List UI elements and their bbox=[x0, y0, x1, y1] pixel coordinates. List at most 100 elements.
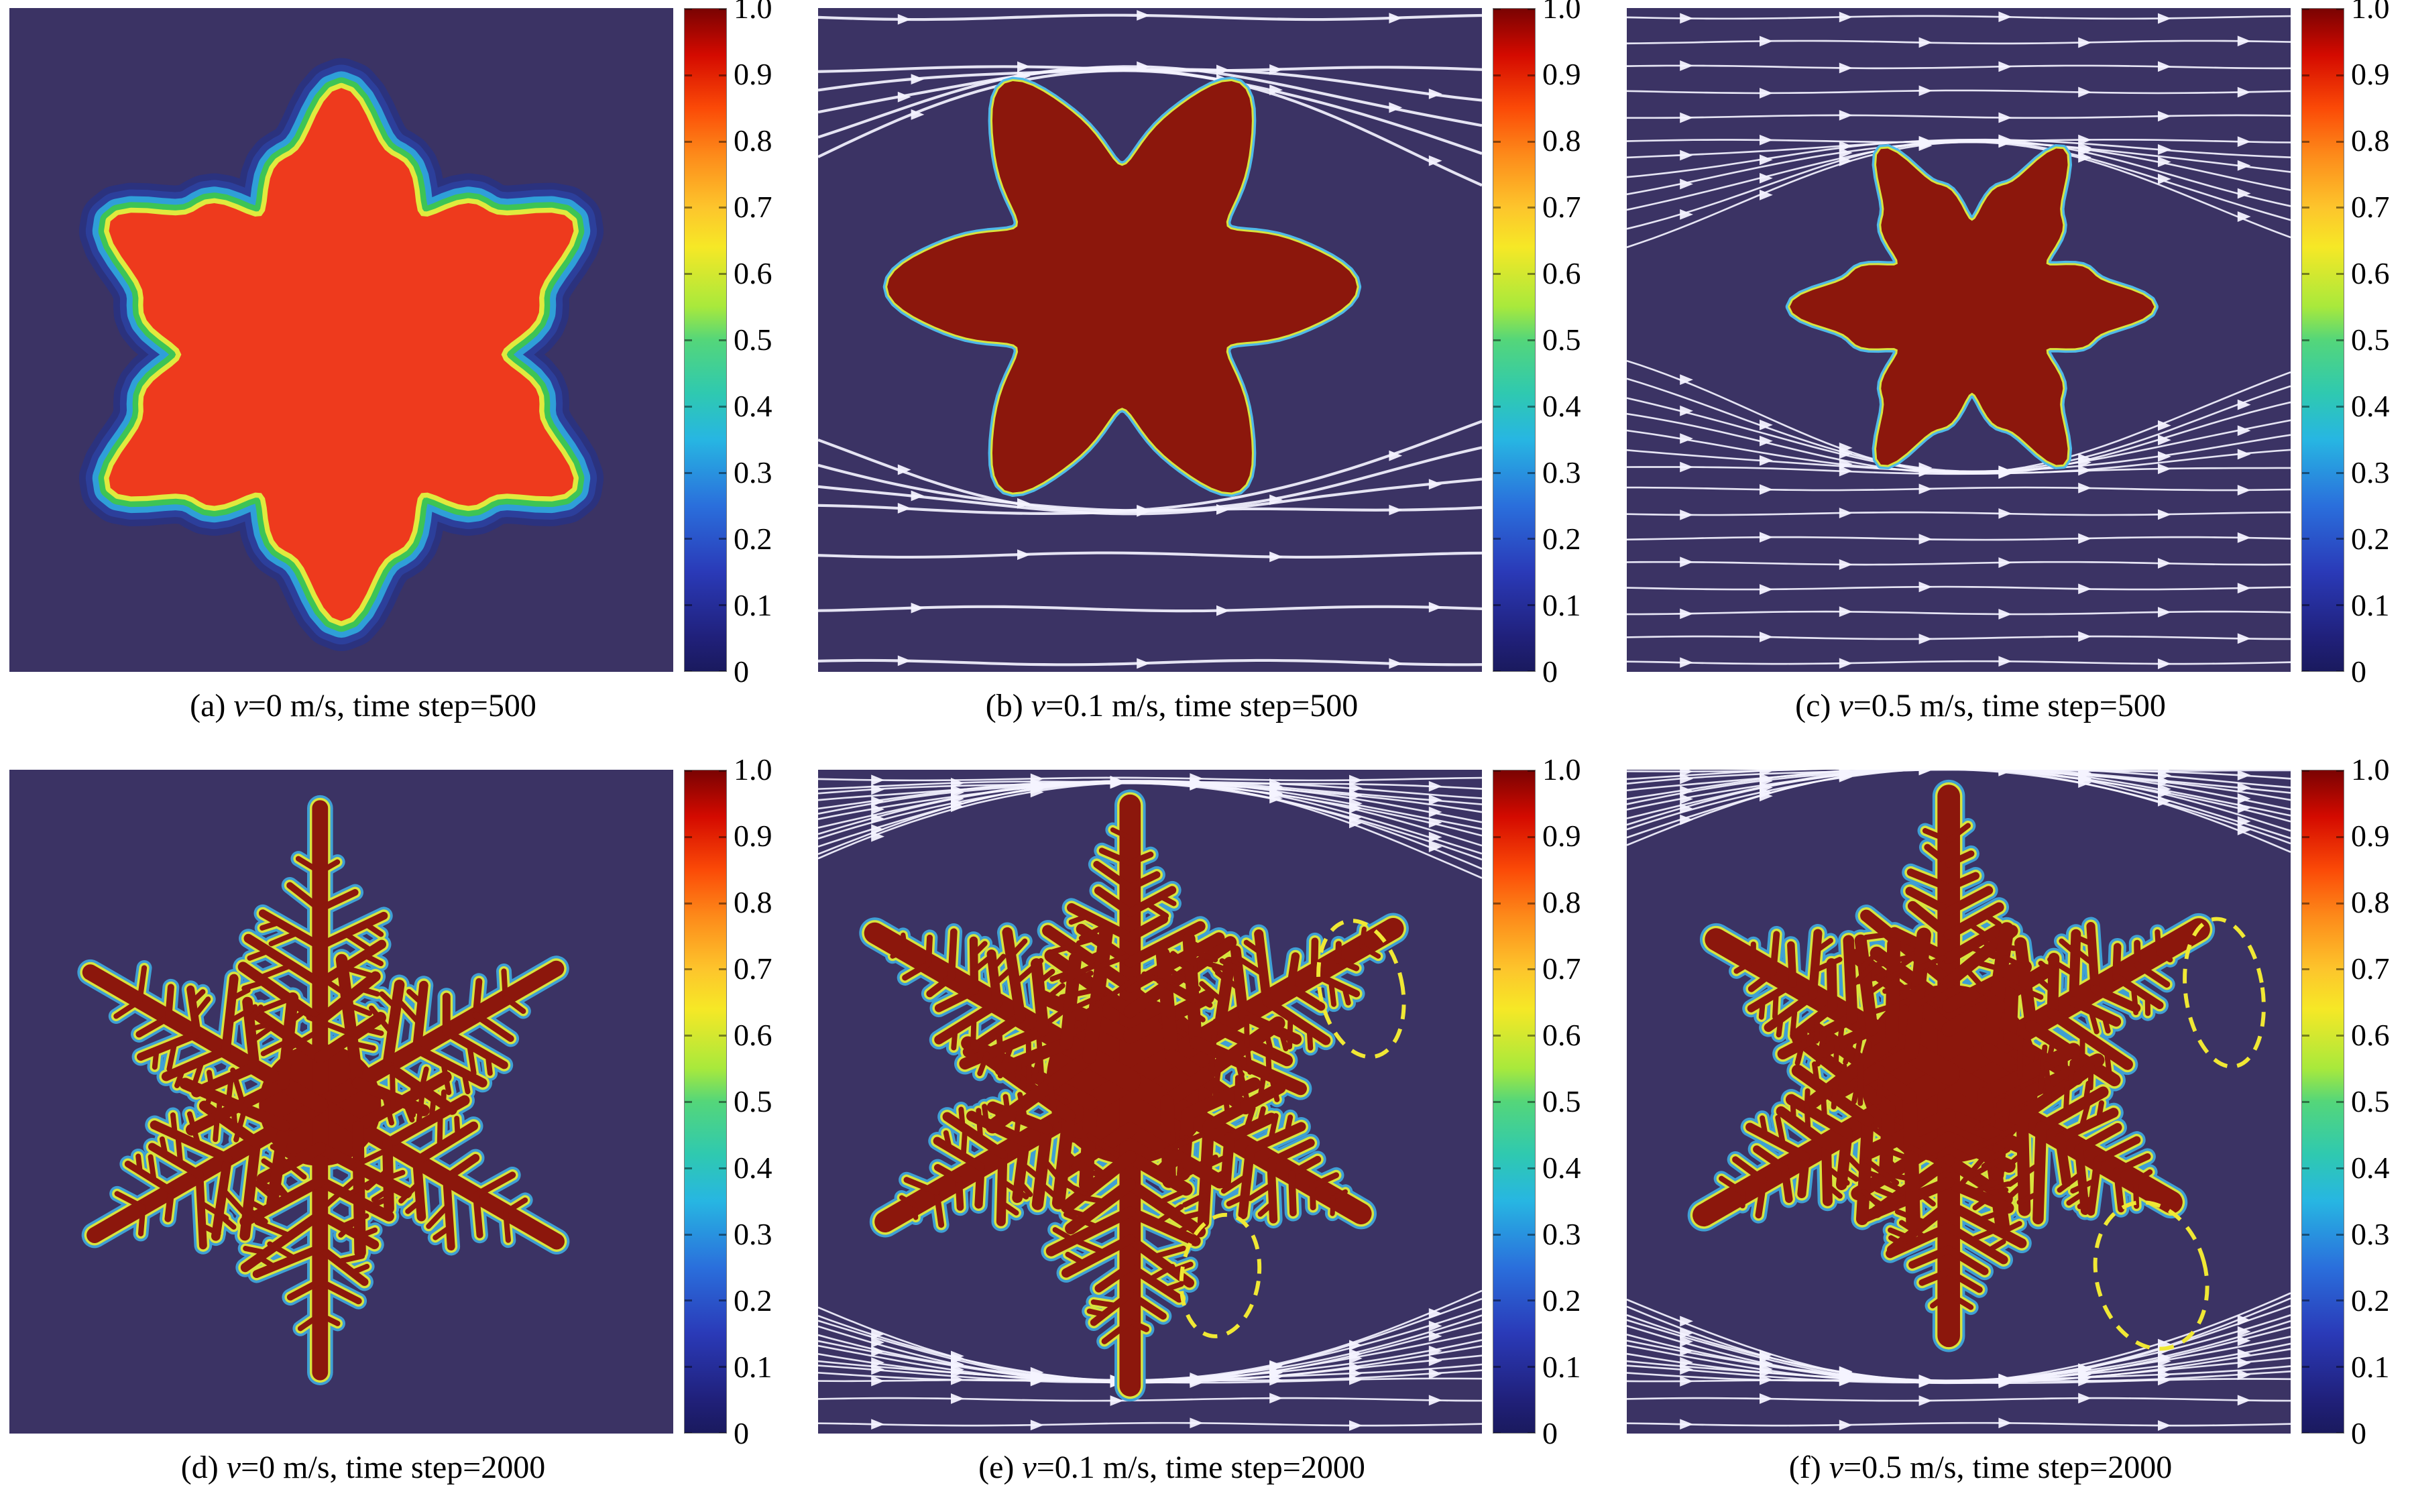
colorbar-tick-mark bbox=[1528, 405, 1535, 408]
colorbar-tick-label: 0.1 bbox=[734, 1350, 772, 1384]
colorbar-tick-mark bbox=[1528, 1035, 1535, 1037]
colorbar-tick-mark bbox=[2302, 405, 2309, 408]
colorbar-tick-mark bbox=[719, 671, 726, 672]
colorbar-tick-mark bbox=[719, 1432, 726, 1433]
panel-a: 1.0 0.9 0.8 0.7 0.6 0.5 0.4 0.3 0.2 0.1 0 (a) v=0 … bbox=[9, 0, 801, 727]
colorbar-tick-label: 0.2 bbox=[734, 1283, 772, 1318]
panel-e-simulation-image bbox=[818, 770, 1482, 1434]
colorbar-tick-mark bbox=[1528, 835, 1535, 838]
colorbar-tick-label: 0.5 bbox=[1542, 323, 1581, 357]
colorbar-tick-mark bbox=[1528, 671, 1535, 672]
colorbar-tick-mark bbox=[1528, 1366, 1535, 1369]
panel-e-caption: (e) v=0.1 m/s, time step=2000 bbox=[818, 1447, 1526, 1489]
colorbar-tick-mark bbox=[685, 405, 692, 408]
colorbar-tick-mark bbox=[2302, 538, 2309, 540]
colorbar-tick-mark bbox=[2336, 1299, 2344, 1302]
colorbar-tick-mark bbox=[2336, 902, 2344, 905]
colorbar-tick-labels: 1.0 0.9 0.8 0.7 0.6 0.5 0.4 0.3 0.2 0.1 0 bbox=[2351, 0, 2412, 687]
colorbar-tick-mark bbox=[685, 1167, 692, 1169]
colorbar-tick-mark bbox=[1493, 538, 1501, 540]
colorbar-tick-mark bbox=[2336, 273, 2344, 276]
panel-c-caption: (c) v=0.5 m/s, time step=500 bbox=[1627, 685, 2334, 727]
colorbar-tick-mark bbox=[2336, 1035, 2344, 1037]
colorbar-tick-mark bbox=[685, 1035, 692, 1037]
caption-variable: v bbox=[1839, 688, 1853, 723]
colorbar-tick-label: 0.7 bbox=[734, 951, 772, 986]
colorbar-tick-mark bbox=[1493, 1167, 1501, 1169]
caption-variable: v bbox=[1031, 688, 1046, 723]
caption-variable: v bbox=[233, 688, 248, 723]
colorbar-tick-mark bbox=[1493, 405, 1501, 408]
colorbar-tick-label: 0.6 bbox=[2351, 256, 2390, 290]
colorbar-tick-mark bbox=[719, 207, 726, 209]
colorbar-tick-label: 0 bbox=[734, 654, 749, 689]
colorbar-tick-mark bbox=[2302, 1366, 2309, 1369]
colorbar-tick-mark bbox=[1493, 471, 1501, 474]
colorbar-tick-mark bbox=[719, 1233, 726, 1236]
colorbar-tick-mark bbox=[685, 902, 692, 905]
colorbar-tick-mark bbox=[2302, 1035, 2309, 1037]
panel-f-caption: (f) v=0.5 m/s, time step=2000 bbox=[1627, 1447, 2334, 1489]
colorbar-tick-label: 0 bbox=[2351, 654, 2366, 689]
colorbar-tick-label: 0.4 bbox=[1542, 1151, 1581, 1185]
colorbar-tick-mark bbox=[685, 538, 692, 540]
colorbar-tick-label: 0.7 bbox=[2351, 190, 2390, 224]
colorbar-tick-label: 0.9 bbox=[2351, 57, 2390, 91]
caption-text: =0.1 m/s, time step=500 bbox=[1045, 688, 1359, 723]
colorbar-tick-label: 0.8 bbox=[1542, 885, 1581, 919]
colorbar-tick-label: 0.8 bbox=[2351, 123, 2390, 158]
colorbar-tick-mark bbox=[2336, 671, 2344, 672]
colorbar-tick-label: 0.9 bbox=[734, 819, 772, 853]
colorbar-tick-label: 0.1 bbox=[2351, 1350, 2390, 1384]
colorbar-tick-label: 0 bbox=[734, 1416, 749, 1450]
colorbar-tick-mark bbox=[2302, 471, 2309, 474]
caption-text: =0.1 m/s, time step=2000 bbox=[1036, 1450, 1365, 1485]
caption-index: (d) bbox=[180, 1450, 227, 1485]
colorbar-tick-mark bbox=[2302, 74, 2309, 76]
colorbar-tick-mark bbox=[685, 74, 692, 76]
colorbar-tick-mark bbox=[1528, 1167, 1535, 1169]
panel-c-simulation-image bbox=[1627, 8, 2291, 672]
panel-b-colorbar: 1.0 0.9 0.8 0.7 0.6 0.5 0.4 0.3 0.2 0.1 0 bbox=[1493, 0, 1609, 687]
colorbar-tick-label: 1.0 bbox=[734, 752, 772, 787]
colorbar-tick-mark bbox=[1493, 1366, 1501, 1369]
colorbar-tick-labels: 1.0 0.9 0.8 0.7 0.6 0.5 0.4 0.3 0.2 0.1 0 bbox=[1542, 754, 1609, 1449]
colorbar-tick-mark bbox=[1528, 538, 1535, 540]
colorbar-tick-mark bbox=[2336, 471, 2344, 474]
colorbar-tick-mark bbox=[2302, 9, 2309, 10]
colorbar-tick-mark bbox=[685, 1366, 692, 1369]
colorbar-tick-mark bbox=[2336, 1101, 2344, 1103]
colorbar-tick-mark bbox=[719, 604, 726, 607]
colorbar-tick-label: 1.0 bbox=[2351, 752, 2390, 787]
colorbar-tick-mark bbox=[719, 1366, 726, 1369]
colorbar-tick-label: 1.0 bbox=[2351, 0, 2390, 25]
colorbar-tick-label: 0.4 bbox=[2351, 389, 2390, 423]
colorbar-tick-mark bbox=[685, 1432, 692, 1433]
colorbar-tick-mark bbox=[1493, 1432, 1501, 1433]
panel-b: 1.0 0.9 0.8 0.7 0.6 0.5 0.4 0.3 0.2 0.1 0 (b) v=0.… bbox=[818, 0, 1609, 727]
colorbar-tick-mark bbox=[719, 273, 726, 276]
colorbar-tick-mark bbox=[719, 140, 726, 143]
colorbar-gradient bbox=[1493, 8, 1536, 672]
colorbar-tick-label: 0.8 bbox=[1542, 123, 1581, 158]
colorbar-tick-mark bbox=[685, 770, 692, 772]
panel-d-colorbar: 1.0 0.9 0.8 0.7 0.6 0.5 0.4 0.3 0.2 0.1 0 bbox=[684, 754, 801, 1449]
figure-row-1: 1.0 0.9 0.8 0.7 0.6 0.5 0.4 0.3 0.2 0.1 0 (a) v=0 … bbox=[9, 0, 2412, 727]
colorbar-tick-mark bbox=[719, 835, 726, 838]
colorbar-tick-mark bbox=[2336, 207, 2344, 209]
panel-a-caption: (a) v=0 m/s, time step=500 bbox=[9, 685, 717, 727]
panel-a-colorbar: 1.0 0.9 0.8 0.7 0.6 0.5 0.4 0.3 0.2 0.1 0 bbox=[684, 0, 801, 687]
colorbar-tick-label: 0.3 bbox=[2351, 1217, 2390, 1251]
colorbar-tick-mark bbox=[719, 968, 726, 971]
colorbar-tick-mark bbox=[1493, 273, 1501, 276]
colorbar-tick-mark bbox=[685, 1299, 692, 1302]
colorbar-tick-mark bbox=[1493, 1233, 1501, 1236]
colorbar-tick-mark bbox=[2302, 140, 2309, 143]
panel-c: 1.0 0.9 0.8 0.7 0.6 0.5 0.4 0.3 0.2 0.1 0 (c) v=0.… bbox=[1627, 0, 2412, 727]
colorbar-tick-label: 0.1 bbox=[1542, 588, 1581, 622]
colorbar-tick-label: 0.3 bbox=[2351, 455, 2390, 489]
colorbar-tick-mark bbox=[2302, 339, 2309, 341]
colorbar-tick-mark bbox=[2336, 74, 2344, 76]
caption-text: =0.5 m/s, time step=500 bbox=[1853, 688, 2166, 723]
